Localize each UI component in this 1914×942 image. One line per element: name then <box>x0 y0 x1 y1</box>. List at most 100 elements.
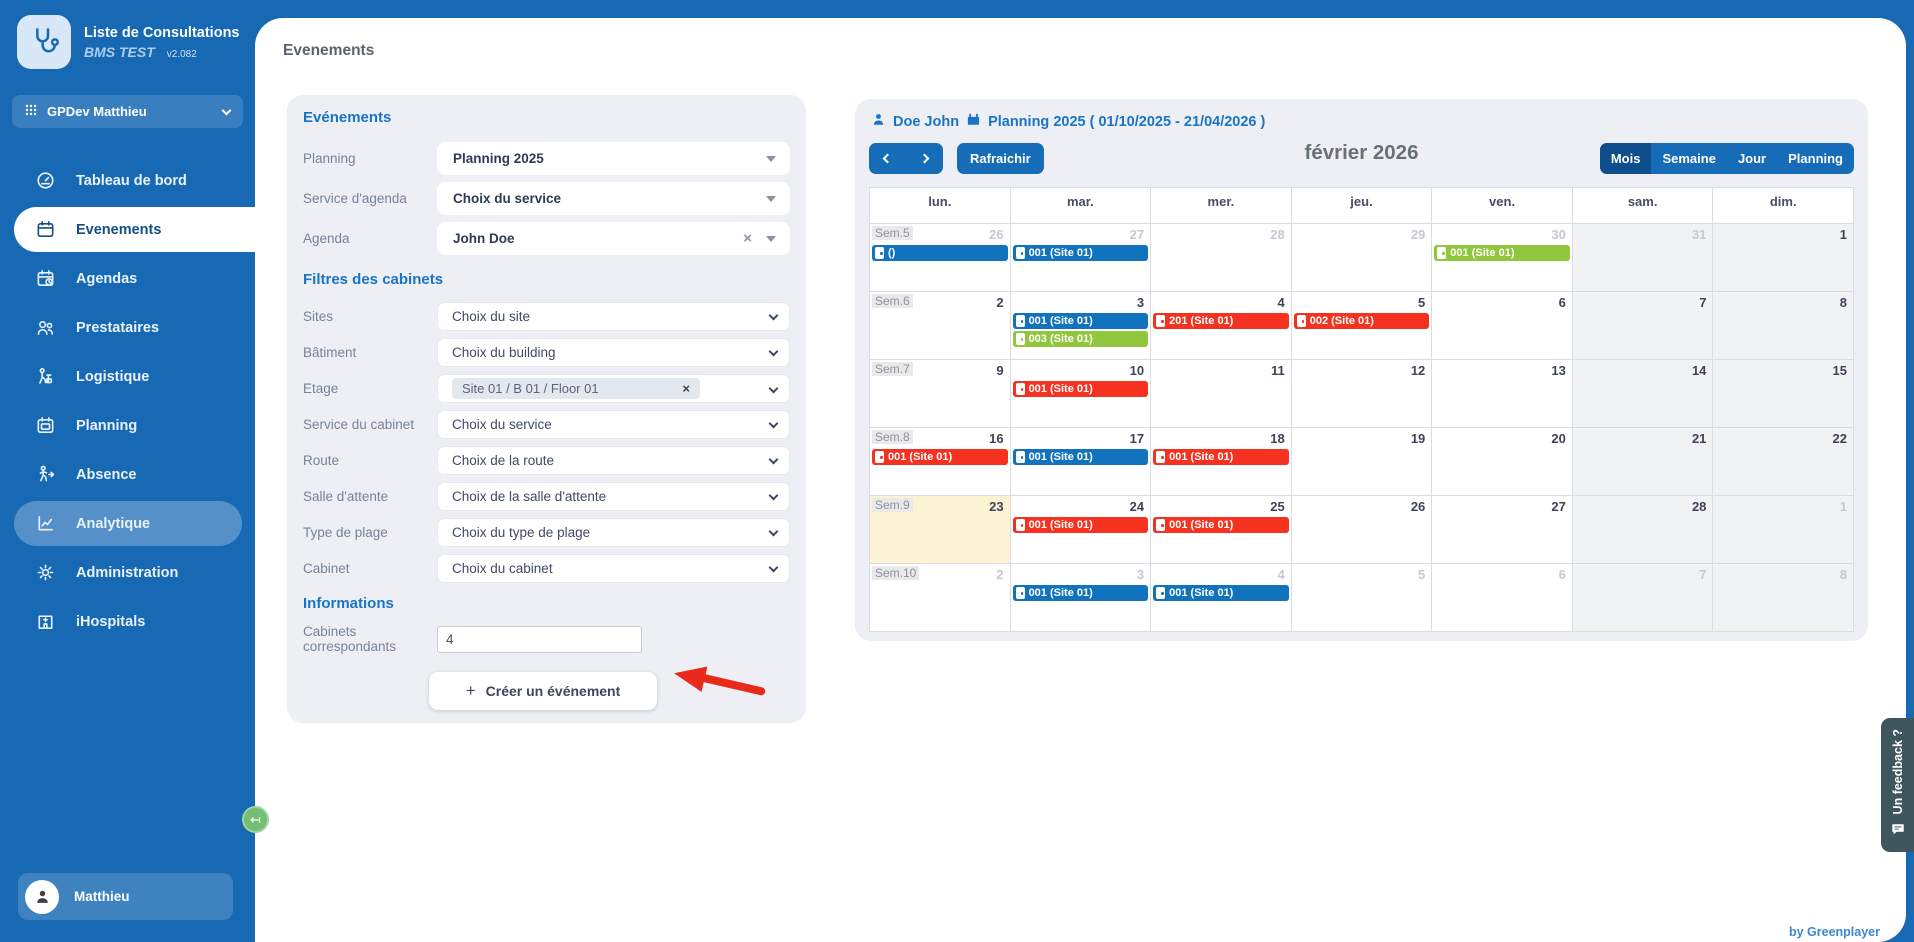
day-cell-sem6-2[interactable]: Sem.6 2 <box>870 292 1011 360</box>
remove-chip-icon[interactable]: × <box>682 381 690 396</box>
agenda-select[interactable]: John Doe × <box>437 222 790 255</box>
calendar-event[interactable]: 001 (Site 01) <box>1012 585 1149 601</box>
day-cell-sem6-8[interactable]: 8 <box>1713 292 1854 360</box>
planning-select[interactable]: Planning 2025 <box>437 142 790 175</box>
b-timent-select[interactable]: Choix du building <box>437 338 790 367</box>
day-cell-sem5-29[interactable]: 29 <box>1291 224 1433 292</box>
day-cell-sem8-22[interactable]: 22 <box>1713 428 1854 496</box>
cabinet-select[interactable]: Choix du cabinet <box>437 554 790 583</box>
calendar-event[interactable]: 001 (Site 01) <box>1434 245 1570 261</box>
day-cell-sem7-11[interactable]: 11 <box>1151 360 1292 428</box>
clear-icon[interactable]: × <box>743 230 752 247</box>
day-cell-sem7-13[interactable]: 13 <box>1432 360 1573 428</box>
sidebar-nav: Tableau de bord Evenements Agendas Prestata… <box>0 156 255 646</box>
event-title: () <box>888 247 896 259</box>
view-button-jour[interactable]: Jour <box>1727 143 1777 174</box>
day-cell-sem9-28[interactable]: 28 <box>1572 496 1714 564</box>
calendar-event[interactable]: 001 (Site 01) <box>1012 313 1149 329</box>
view-button-planning[interactable]: Planning <box>1777 143 1854 174</box>
day-cell-sem8-21[interactable]: 21 <box>1572 428 1714 496</box>
day-cell-sem7-14[interactable]: 14 <box>1572 360 1714 428</box>
day-cell-sem5-27[interactable]: 27 001 (Site 01) <box>1010 224 1152 292</box>
sites-select[interactable]: Choix du site <box>437 302 790 331</box>
day-cell-sem5-1[interactable]: 1 <box>1713 224 1854 292</box>
matching-cabinets-field[interactable]: 4 <box>437 625 642 653</box>
day-cell-sem6-3[interactable]: 3 001 (Site 01) 003 (Site 01) <box>1010 292 1152 360</box>
day-cell-sem6-7[interactable]: 7 <box>1572 292 1714 360</box>
day-cell-sem9-1[interactable]: 1 <box>1713 496 1854 564</box>
day-cell-sem9-24[interactable]: 24 001 (Site 01) <box>1010 496 1152 564</box>
sidebar-item-administration[interactable]: Administration <box>0 548 255 597</box>
day-cell-sem10-5[interactable]: 5 <box>1291 564 1433 632</box>
day-cell-sem6-6[interactable]: 6 <box>1432 292 1573 360</box>
day-cell-sem7-9[interactable]: Sem.7 9 <box>870 360 1011 428</box>
event-title: 002 (Site 01) <box>1309 315 1374 327</box>
day-cell-sem10-2[interactable]: Sem.10 2 <box>870 564 1011 632</box>
calendar-event[interactable]: 001 (Site 01) <box>1012 245 1149 261</box>
feedback-tab[interactable]: Un feedback ? <box>1881 718 1914 852</box>
sidebar-item-absence[interactable]: Absence <box>0 450 255 499</box>
route-select[interactable]: Choix de la route <box>437 446 790 475</box>
day-cell-sem8-18[interactable]: 18 001 (Site 01) <box>1151 428 1292 496</box>
calendar-event[interactable]: 201 (Site 01) <box>1153 313 1289 329</box>
day-cell-sem5-28[interactable]: 28 <box>1151 224 1292 292</box>
user-menu[interactable]: Matthieu <box>18 873 233 920</box>
calendar-event[interactable]: () <box>872 245 1008 261</box>
day-cell-sem10-8[interactable]: 8 <box>1713 564 1854 632</box>
day-cell-sem10-4[interactable]: 4 001 (Site 01) <box>1151 564 1292 632</box>
day-number: 12 <box>1410 363 1426 378</box>
calendar-event[interactable]: 001 (Site 01) <box>1012 449 1149 465</box>
day-cell-sem8-17[interactable]: 17 001 (Site 01) <box>1010 428 1152 496</box>
create-event-button[interactable]: + Créer un événement <box>429 672 657 710</box>
sidebar-item-prestataires[interactable]: Prestataires <box>0 303 255 352</box>
day-cell-sem7-15[interactable]: 15 <box>1713 360 1854 428</box>
day-cell-sem8-20[interactable]: 20 <box>1432 428 1573 496</box>
day-cell-sem6-5[interactable]: 5 002 (Site 01) <box>1291 292 1433 360</box>
sidebar-item-analytique[interactable]: Analytique <box>0 499 255 548</box>
week-number-badge: Sem.10 <box>872 566 920 580</box>
day-cell-sem6-4[interactable]: 4 201 (Site 01) <box>1151 292 1292 360</box>
day-cell-sem5-30[interactable]: 30 001 (Site 01) <box>1432 224 1573 292</box>
prev-month-button[interactable] <box>869 143 906 174</box>
sidebar-item-logistique[interactable]: Logistique <box>0 352 255 401</box>
type-de-plage-select[interactable]: Choix du type de plage <box>437 518 790 547</box>
calendar-event[interactable]: 001 (Site 01) <box>1153 517 1289 533</box>
refresh-button[interactable]: Rafraichir <box>957 143 1044 174</box>
collapse-sidebar-button[interactable]: ↤ <box>242 806 269 833</box>
day-cell-sem9-25[interactable]: 25 001 (Site 01) <box>1151 496 1292 564</box>
day-cell-sem8-19[interactable]: 19 <box>1291 428 1433 496</box>
day-cell-sem8-16[interactable]: Sem.8 16 001 (Site 01) <box>870 428 1011 496</box>
day-cell-sem9-27[interactable]: 27 <box>1432 496 1573 564</box>
day-cell-sem10-6[interactable]: 6 <box>1432 564 1573 632</box>
day-cell-sem9-26[interactable]: 26 <box>1291 496 1433 564</box>
service-du-cabinet-select[interactable]: Choix du service <box>437 410 790 439</box>
day-cell-sem9-23[interactable]: Sem.9 23 <box>870 496 1011 564</box>
calendar-event[interactable]: 001 (Site 01) <box>1153 449 1289 465</box>
day-cell-sem5-31[interactable]: 31 <box>1572 224 1714 292</box>
calendar-event[interactable]: 002 (Site 01) <box>1293 313 1430 329</box>
salle-d-attente-select[interactable]: Choix de la salle d'attente <box>437 482 790 511</box>
sidebar-item-tableau-de-bord[interactable]: Tableau de bord <box>0 156 255 205</box>
calendar-event[interactable]: 001 (Site 01) <box>1153 585 1289 601</box>
service-d-agenda-select[interactable]: Choix du service <box>437 182 790 215</box>
day-cell-sem10-3[interactable]: 3 001 (Site 01) <box>1010 564 1152 632</box>
day-number: 27 <box>1551 499 1566 514</box>
calendar-event[interactable]: 001 (Site 01) <box>1012 517 1149 533</box>
day-header-lun: lun. <box>870 188 1011 224</box>
etage-select[interactable]: Site 01 / B 01 / Floor 01 × <box>437 374 790 403</box>
day-cell-sem5-26[interactable]: Sem.5 26 () <box>870 224 1011 292</box>
sidebar-item-ihospitals[interactable]: iHospitals <box>0 597 255 646</box>
view-button-semaine[interactable]: Semaine <box>1651 143 1726 174</box>
calendar-event[interactable]: 003 (Site 01) <box>1012 331 1149 347</box>
sidebar-item-planning[interactable]: Planning <box>0 401 255 450</box>
day-cell-sem7-12[interactable]: 12 <box>1291 360 1433 428</box>
day-cell-sem10-7[interactable]: 7 <box>1572 564 1714 632</box>
sidebar-item-evenements[interactable]: Evenements <box>0 205 255 254</box>
calendar-event[interactable]: 001 (Site 01) <box>872 449 1008 465</box>
workspace-selector[interactable]: GPDev Matthieu <box>12 95 243 128</box>
day-cell-sem7-10[interactable]: 10 001 (Site 01) <box>1010 360 1152 428</box>
sidebar-item-agendas[interactable]: Agendas <box>0 254 255 303</box>
view-button-mois[interactable]: Mois <box>1599 143 1652 174</box>
calendar-event[interactable]: 001 (Site 01) <box>1012 381 1149 397</box>
next-month-button[interactable] <box>906 143 943 174</box>
